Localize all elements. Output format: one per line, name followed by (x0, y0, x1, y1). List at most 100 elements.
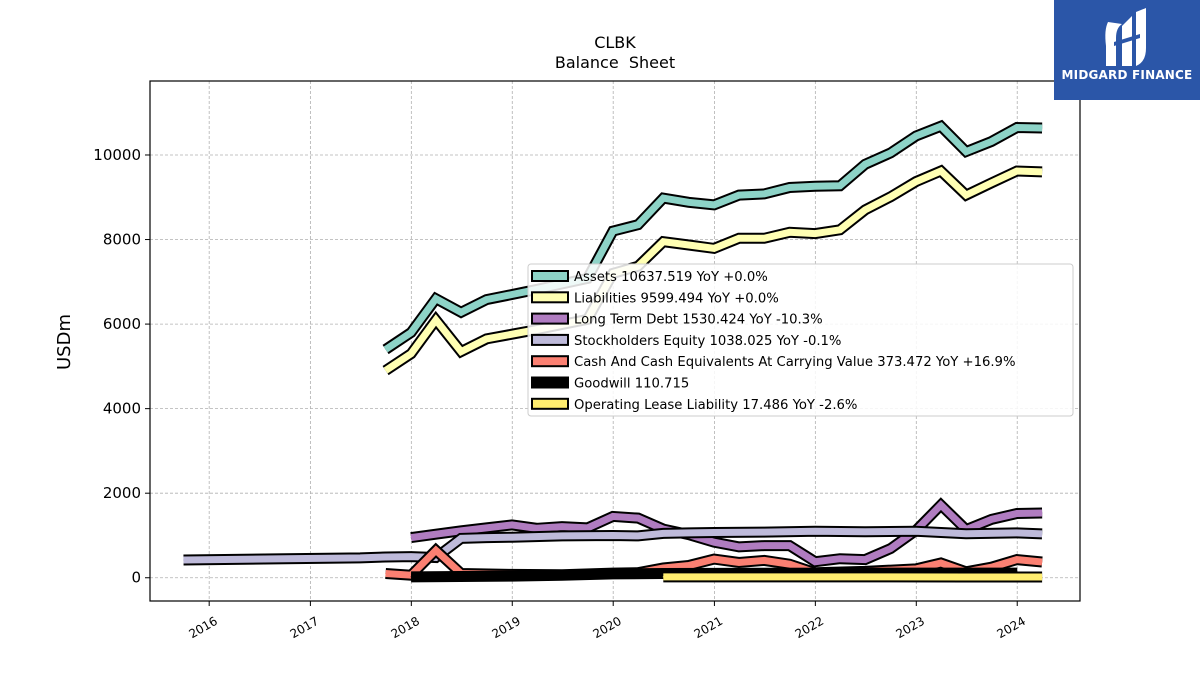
data-point (915, 530, 917, 532)
legend-label: Long Term Debt 1530.424 YoY -10.3% (574, 313, 823, 328)
data-point (511, 524, 513, 526)
axes-frame (149, 80, 1081, 602)
x-tick-label: 2023 (894, 614, 927, 641)
data-point (991, 518, 993, 520)
data-point (789, 563, 791, 565)
data-point (789, 231, 791, 233)
data-point (410, 556, 412, 558)
chart-subtitle: Balance Sheet (555, 53, 675, 72)
data-point (284, 558, 286, 560)
legend-item: Goodwill 110.715 (531, 376, 689, 392)
data-point (763, 193, 765, 195)
y-tick-label: 6000 (103, 315, 141, 333)
data-point (1041, 561, 1043, 563)
data-point (1041, 127, 1043, 129)
legend-label: Assets 10637.519 YoY +0.0% (574, 270, 768, 285)
data-point (814, 233, 816, 235)
data-point (435, 298, 437, 300)
legend-swatch (531, 376, 569, 389)
data-point (814, 561, 816, 563)
data-point (662, 197, 664, 199)
data-point (713, 541, 715, 543)
data-point (182, 559, 184, 561)
data-point (460, 351, 462, 353)
data-point (385, 573, 387, 575)
data-point (637, 535, 639, 537)
legend-box (527, 263, 1074, 417)
data-point (511, 536, 513, 538)
data-point (1041, 512, 1043, 514)
series-operating-lease-liability (662, 571, 1043, 583)
data-point (536, 527, 538, 529)
x-tick-label: 2021 (692, 614, 725, 641)
data-point (940, 504, 942, 506)
data-point (864, 576, 866, 578)
data-point (839, 558, 841, 560)
data-point (511, 293, 513, 295)
data-point (662, 532, 664, 534)
data-point (688, 564, 690, 566)
chart-title: CLBK (594, 33, 636, 52)
data-point (915, 135, 917, 137)
y-tick-label: 4000 (103, 400, 141, 418)
data-point (460, 537, 462, 539)
x-tick-label: 2020 (590, 614, 623, 641)
data-point (713, 532, 715, 534)
data-point (738, 562, 740, 564)
x-tick-label: 2019 (490, 614, 523, 641)
data-point (864, 531, 866, 533)
x-tick-label: 2022 (793, 614, 826, 641)
data-point (965, 576, 967, 578)
data-point (637, 517, 639, 519)
data-point (738, 194, 740, 196)
data-point (460, 311, 462, 313)
data-point (763, 576, 765, 578)
data-point (1016, 127, 1018, 129)
data-point (738, 237, 740, 239)
data-point (839, 185, 841, 187)
data-point (410, 332, 412, 334)
data-point (763, 559, 765, 561)
data-point (435, 319, 437, 321)
series-long-term-debt (410, 497, 1043, 568)
data-point (1016, 532, 1018, 534)
legend-item: Cash And Cash Equivalents At Carrying Va… (531, 355, 1015, 370)
data-point (965, 151, 967, 153)
legend-item: Liabilities 9599.494 YoY +0.0% (531, 291, 779, 306)
data-point (991, 182, 993, 184)
data-point (814, 530, 816, 532)
data-point (511, 575, 513, 577)
data-point (561, 535, 563, 537)
legend-label: Goodwill 110.715 (574, 377, 689, 392)
data-point (1016, 512, 1018, 514)
data-point (612, 515, 614, 517)
legend-item: Stockholders Equity 1038.025 YoY -0.1% (531, 333, 841, 349)
data-point (662, 241, 664, 243)
data-point (637, 224, 639, 226)
data-point (486, 537, 488, 539)
data-point (789, 187, 791, 189)
ticks: 2016 2017 2018 2019 2020 2021 2022 2023 2024 0 200… (93, 146, 1028, 641)
data-point (839, 229, 841, 231)
series-layer (182, 119, 1043, 583)
legend-swatch (531, 270, 569, 282)
x-tick-label: 2018 (389, 614, 422, 641)
legend-item: Assets 10637.519 YoY +0.0% (531, 270, 768, 285)
series-line (183, 527, 1043, 564)
data-point (965, 533, 967, 535)
data-point (586, 527, 588, 529)
data-point (763, 531, 765, 533)
data-point (410, 353, 412, 355)
data-point (864, 559, 866, 561)
data-point (561, 526, 563, 528)
data-point (688, 532, 690, 534)
legend-swatch (531, 397, 569, 410)
data-point (612, 534, 614, 536)
data-point (460, 530, 462, 532)
data-point (435, 549, 437, 551)
legend-label: Liabilities 9599.494 YoY +0.0% (574, 291, 779, 306)
data-point (890, 548, 892, 550)
data-point (688, 201, 690, 203)
brand-name: MIDGARD FINANCE (1061, 68, 1193, 82)
